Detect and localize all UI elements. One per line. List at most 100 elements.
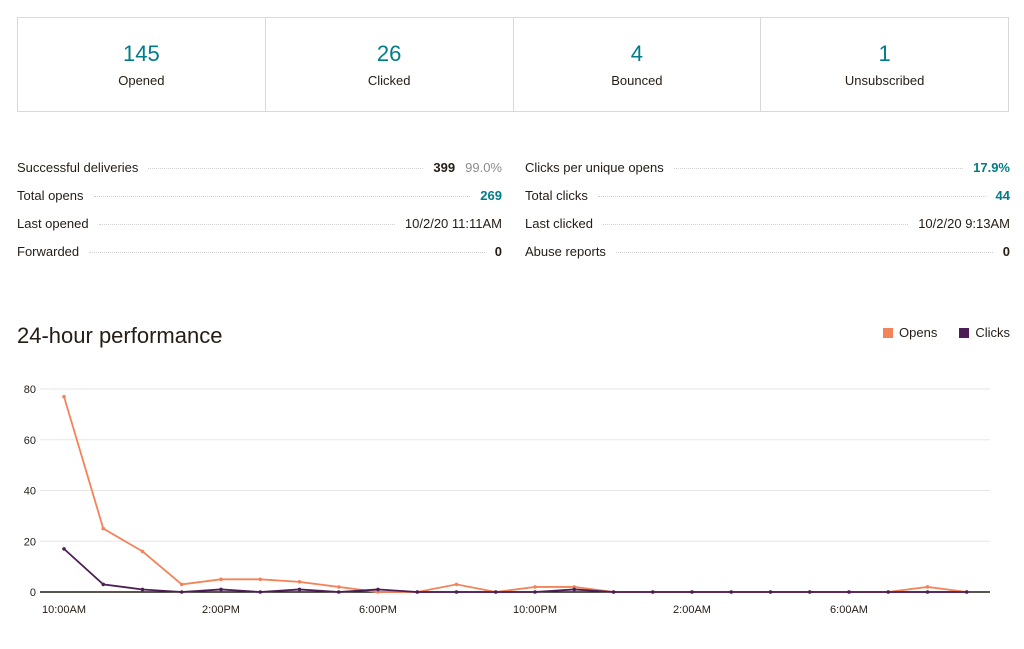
data-point-opens: [376, 590, 380, 594]
y-tick-label: 40: [24, 486, 36, 498]
stat-bounced[interactable]: 4 Bounced: [514, 18, 762, 111]
data-point-opens: [258, 577, 263, 582]
detail-label: Successful deliveries: [17, 160, 139, 175]
stat-value: 26: [376, 41, 402, 66]
detail-label: Last clicked: [525, 216, 593, 231]
dotted-leader: [615, 252, 993, 253]
detail-percent: 99.0%: [465, 160, 502, 175]
stat-label: Clicked: [367, 73, 411, 88]
dotted-leader: [597, 196, 986, 197]
total-opens-link[interactable]: 269: [480, 188, 502, 203]
dotted-leader: [602, 224, 909, 225]
x-tick-label: 2:00PM: [202, 604, 240, 616]
detail-clicks-per-unique-opens: Clicks per unique opens 17.9%: [525, 160, 1010, 188]
data-point-opens: [140, 549, 145, 554]
x-tick-label: 2:00AM: [673, 604, 711, 616]
data-point-clicks: [219, 587, 223, 592]
data-point-opens: [925, 585, 930, 589]
detail-value: 399: [433, 160, 456, 175]
performance-title: 24-hour performance: [17, 323, 223, 348]
performance-line-chart: 0 20 40 60 80 10:00AM 2:00PM 6:00PM 10:00PM 2:00A…: [24, 384, 990, 616]
data-point-opens: [454, 582, 459, 587]
dotted-leader: [93, 196, 471, 197]
stat-unsubscribed[interactable]: 1 Unsubscribed: [761, 18, 1008, 111]
data-point-opens: [297, 580, 302, 584]
data-point-clicks: [454, 590, 459, 594]
stat-opened[interactable]: 145 Opened: [18, 18, 266, 111]
total-clicks-link[interactable]: 44: [995, 188, 1010, 203]
x-tick-label: 6:00AM: [830, 604, 868, 616]
data-point-clicks: [925, 590, 930, 594]
series-line-opens: [63, 396, 967, 593]
data-point-clicks: [533, 590, 537, 594]
data-point-clicks: [768, 590, 773, 594]
data-point-clicks: [179, 590, 184, 594]
detail-value: 0: [494, 244, 502, 259]
legend-item-opens[interactable]: Opens: [883, 325, 937, 340]
data-point-opens: [336, 585, 341, 589]
data-point-clicks: [847, 590, 851, 594]
data-point-clicks: [729, 590, 734, 594]
detail-last-opened: Last opened 10/2/20 11:11AM: [17, 216, 502, 244]
stat-value: 4: [630, 41, 643, 66]
detail-value: 10/2/20 9:13AM: [918, 216, 1010, 231]
y-tick-label: 60: [24, 435, 36, 447]
data-point-clicks: [258, 590, 263, 594]
dotted-leader: [673, 168, 964, 169]
data-point-clicks: [140, 587, 145, 592]
data-point-opens: [219, 577, 223, 582]
dotted-leader: [98, 224, 395, 225]
data-point-clicks: [572, 587, 577, 592]
data-point-clicks: [690, 590, 694, 594]
data-point-clicks: [650, 590, 655, 594]
legend-label: Clicks: [975, 325, 1010, 340]
detail-value: 0: [1002, 244, 1010, 259]
data-point-clicks: [336, 590, 341, 594]
details-left-column: Successful deliveries 399 99.0% Total op…: [17, 160, 502, 272]
data-point-clicks: [611, 590, 616, 594]
data-point-clicks: [101, 582, 106, 587]
legend-item-clicks[interactable]: Clicks: [959, 325, 1010, 340]
legend-swatch-opens: [883, 327, 894, 338]
chart-legend: Opens Clicks: [883, 325, 1010, 340]
detail-label: Abuse reports: [525, 244, 606, 259]
details-section: Successful deliveries 399 99.0% Total op…: [17, 160, 1010, 272]
stat-label: Opened: [118, 73, 165, 88]
data-point-clicks: [297, 587, 302, 592]
data-point-clicks: [415, 590, 420, 594]
data-point-clicks: [964, 590, 969, 594]
stat-value: 145: [123, 41, 160, 66]
legend-swatch-clicks: [959, 327, 970, 338]
y-tick-label: 80: [24, 384, 36, 396]
detail-label: Clicks per unique opens: [525, 160, 664, 175]
stat-label: Unsubscribed: [844, 73, 925, 88]
data-point-clicks: [62, 547, 66, 551]
summary-stats: 145 Opened 26 Clicked 4 Bounced 1 Unsubs…: [17, 17, 1009, 112]
y-tick-label: 20: [24, 536, 36, 548]
x-tick-label: 10:00PM: [513, 604, 557, 616]
y-tick-label: 0: [30, 587, 36, 599]
detail-forwarded: Forwarded 0: [17, 244, 502, 272]
detail-value: 10/2/20 11:11AM: [404, 216, 502, 231]
data-point-opens: [533, 585, 537, 589]
detail-label: Total opens: [17, 188, 84, 203]
clicks-per-unique-opens-link[interactable]: 17.9%: [973, 160, 1010, 175]
data-point-clicks: [807, 590, 812, 594]
detail-label: Total clicks: [525, 188, 588, 203]
detail-total-opens: Total opens 269: [17, 188, 502, 216]
data-point-clicks: [886, 590, 891, 594]
stat-label: Bounced: [611, 73, 663, 88]
series-line-clicks: [63, 548, 967, 593]
x-tick-label: 6:00PM: [359, 604, 397, 616]
stat-clicked[interactable]: 26 Clicked: [266, 18, 514, 111]
data-point-clicks: [376, 587, 380, 592]
details-right-column: Clicks per unique opens 17.9% Total clic…: [525, 160, 1010, 272]
detail-last-clicked: Last clicked 10/2/20 9:13AM: [525, 216, 1010, 244]
detail-abuse-reports: Abuse reports 0: [525, 244, 1010, 272]
data-point-opens: [101, 526, 106, 531]
detail-total-clicks: Total clicks 44: [525, 188, 1010, 216]
detail-label: Last opened: [17, 216, 89, 231]
data-point-clicks: [493, 590, 498, 594]
x-tick-label: 10:00AM: [42, 604, 86, 616]
detail-label: Forwarded: [17, 244, 80, 259]
